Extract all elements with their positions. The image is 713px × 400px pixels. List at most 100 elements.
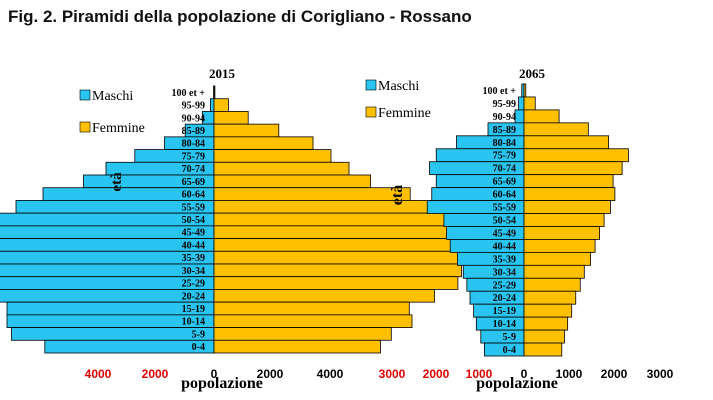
chart2-age-label-15: 30-34 [493, 267, 516, 278]
chart2-y-axis-label: età [389, 185, 406, 205]
chart1-age-label-13: 40-44 [182, 240, 205, 251]
chart1-x-tick-5: 4000 [317, 367, 344, 381]
chart2-age-label-7: 70-74 [493, 164, 516, 175]
chart2-x-tick-4: 0 [521, 367, 528, 381]
chart2-female-bar-2 [523, 96, 536, 111]
chart2-age-label-9: 60-64 [493, 190, 516, 201]
chart1-female-bar-19 [213, 314, 413, 328]
chart2-female-bar-3 [523, 109, 560, 124]
chart1-age-label-11: 50-54 [182, 215, 205, 226]
chart2-female-bar-20 [523, 329, 565, 344]
chart2-age-label-18: 15-19 [493, 306, 516, 317]
chart2-female-bar-6 [523, 148, 629, 163]
chart2-age-label-3: 90-94 [493, 112, 516, 123]
chart2-female-bar-15 [523, 264, 585, 279]
chart2-female-bar-8 [523, 174, 614, 189]
chart2-female-bar-7 [523, 161, 623, 176]
chart1-age-label-8: 65-69 [182, 177, 205, 188]
chart1-age-label-15: 30-34 [182, 266, 205, 277]
chart2-age-label-4: 85-89 [493, 125, 516, 136]
chart1-age-label-7: 70-74 [182, 164, 205, 175]
chart1-age-label-6: 75-79 [182, 151, 205, 162]
chart1-male-bar-20 [11, 327, 215, 341]
chart1-female-bar-9 [213, 187, 411, 201]
chart1-female-bar-21 [213, 339, 381, 354]
chart2-age-label-6: 75-79 [493, 151, 516, 162]
figure-title: Fig. 2. Piramidi della popolazione di Co… [8, 7, 472, 26]
chart2-legend-label-femmine: Femmine [378, 106, 431, 121]
chart1-x-tick-1: 4000 [85, 367, 112, 381]
chart2-title: 2065 [519, 66, 546, 81]
chart1-female-bar-13 [213, 238, 487, 252]
chart2-female-bar-1 [523, 83, 527, 98]
chart1-age-label-5: 80-84 [182, 139, 205, 150]
chart1-age-label-1: 100 et + [172, 88, 206, 99]
chart2-age-label-12: 45-49 [493, 228, 516, 239]
chart1-legend-label-femmine: Femmine [92, 121, 145, 136]
chart2-x-tick-6: 2000 [601, 367, 628, 381]
chart1-female-bar-11 [213, 212, 461, 227]
chart2-legend-label-maschi: Maschi [378, 79, 419, 94]
chart1-x-tick-4: 2000 [257, 367, 284, 381]
chart1-female-bar-14 [213, 250, 489, 265]
chart1-female-bar-5 [213, 136, 314, 150]
chart2-age-label-16: 25-29 [493, 280, 516, 291]
chart2-legend-swatch-maschi [365, 79, 377, 91]
chart1-y-axis-label: età [109, 172, 125, 192]
chart2-female-bar-9 [523, 187, 616, 201]
chart2-female-bar-19 [523, 316, 569, 331]
chart2-age-label-17: 20-24 [493, 293, 516, 304]
chart1-age-label-16: 25-29 [182, 279, 205, 290]
chart2-age-label-14: 35-39 [493, 254, 516, 265]
chart1-x-tick-2: 2000 [142, 367, 169, 381]
chart1-female-bar-16 [213, 276, 459, 290]
chart2-x-tick-5: 1000 [556, 367, 583, 381]
chart1-female-bar-4 [213, 123, 280, 138]
chart2-x-tick-2: 2000 [423, 367, 450, 381]
chart2-age-label-11: 50-54 [493, 216, 516, 227]
chart1-female-bar-17 [213, 289, 435, 303]
chart1-age-label-20: 5-9 [192, 329, 205, 340]
chart1-age-label-3: 90-94 [182, 113, 205, 124]
chart2-x-tick-7: 3000 [647, 367, 674, 381]
chart2-legend-swatch-femmine [365, 106, 377, 118]
chart1-male-bar-21 [44, 339, 215, 354]
chart1-legend-label-maschi: Maschi [92, 89, 133, 104]
chart1-female-bar-3 [213, 111, 249, 125]
chart2-female-bar-17 [523, 290, 577, 305]
chart1-female-bar-6 [213, 149, 332, 163]
chart2-age-label-21: 0-4 [503, 345, 516, 356]
chart1-female-bar-2 [213, 98, 229, 112]
chart2-female-bar-11 [523, 213, 605, 227]
chart2-female-bar-10 [523, 200, 611, 214]
chart2-age-label-13: 40-44 [493, 241, 516, 252]
chart2-male-bar-3 [514, 109, 525, 124]
chart2-female-bar-4 [523, 122, 589, 137]
chart2-age-label-10: 55-59 [493, 203, 516, 214]
chart2-x-axis-label: popolazione [476, 375, 558, 392]
chart1-female-bar-7 [213, 161, 350, 176]
chart2-age-label-8: 65-69 [493, 177, 516, 188]
chart2-female-bar-18 [523, 303, 573, 318]
chart1-age-label-12: 45-49 [182, 228, 205, 239]
chart2-female-bar-12 [523, 226, 600, 240]
chart2-male-bar-2 [518, 96, 525, 111]
chart1-x-tick-3: 0 [211, 367, 218, 381]
chart2-female-bar-5 [523, 135, 609, 150]
chart1-age-label-10: 55-59 [182, 202, 205, 213]
chart2-female-bar-14 [523, 251, 591, 266]
chart1-female-bar-18 [213, 301, 410, 316]
chart1-legend-swatch-femmine [79, 121, 91, 133]
chart2-female-bar-13 [523, 239, 596, 253]
chart2-age-label-19: 10-14 [493, 319, 516, 330]
chart1-age-label-17: 20-24 [182, 291, 205, 302]
chart2-x-tick-3: 1000 [466, 367, 493, 381]
chart1-female-bar-15 [213, 263, 462, 278]
chart1-male-bar-2 [209, 98, 215, 112]
chart2-age-label-20: 5-9 [503, 332, 516, 343]
chart1-female-bar-12 [213, 225, 476, 239]
chart2-female-bar-21 [523, 342, 563, 357]
chart1-legend-swatch-maschi [79, 89, 91, 101]
chart1-age-label-21: 0-4 [192, 342, 205, 353]
